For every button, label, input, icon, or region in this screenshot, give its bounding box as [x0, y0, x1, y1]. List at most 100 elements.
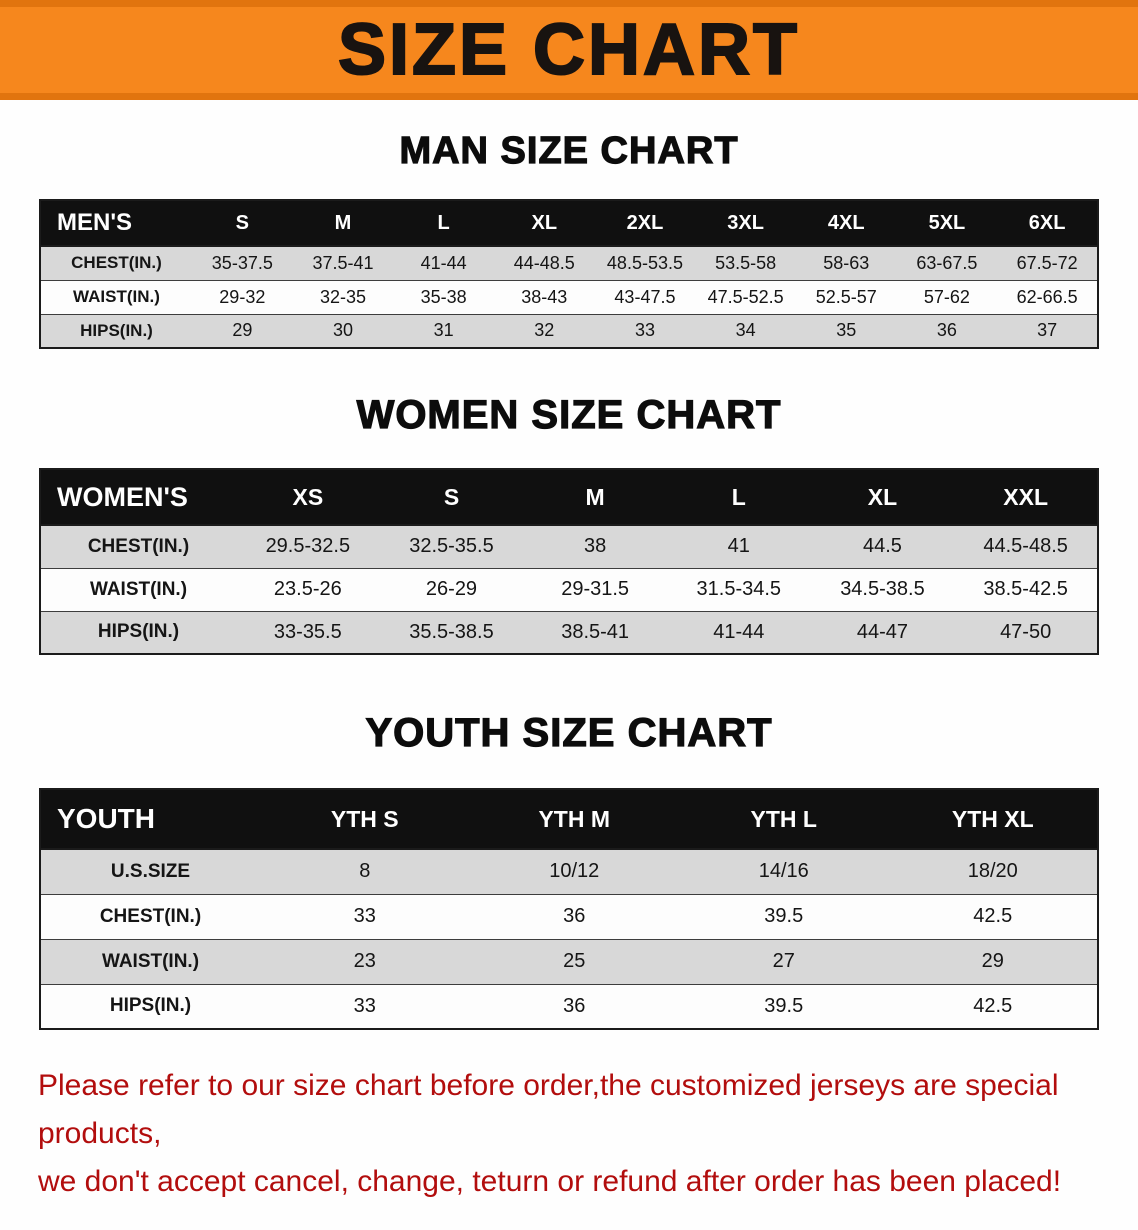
size-value-cell: 23.5-26: [236, 567, 380, 611]
size-column-header: M: [292, 200, 394, 247]
size-value-cell: 63-67.5: [896, 245, 998, 280]
table-corner-label: YOUTH: [40, 789, 260, 850]
size-column-header: XL: [493, 200, 595, 247]
size-value-cell: 39.5: [679, 983, 889, 1029]
table-row: WAIST(IN.) 23 25 27 29: [40, 938, 1098, 984]
size-value-cell: 39.5: [679, 893, 889, 939]
banner: SIZE CHART: [0, 0, 1138, 100]
size-value-cell: 31: [393, 313, 494, 348]
size-value-cell: 33-35.5: [236, 610, 380, 654]
size-value-cell: 23: [260, 938, 470, 984]
size-value-cell: 34.5-38.5: [810, 567, 955, 611]
size-column-header: YTH S: [260, 789, 470, 850]
size-value-cell: 14/16: [679, 848, 889, 894]
size-value-cell: 62-66.5: [997, 279, 1098, 314]
size-value-cell: 36: [469, 983, 679, 1029]
notice-line-1: Please refer to our size chart before or…: [38, 1069, 1059, 1150]
table-header-row: WOMEN'S XS S M L XL XXL: [40, 469, 1098, 526]
size-value-cell: 44.5-48.5: [954, 524, 1098, 568]
size-column-header: XL: [810, 469, 955, 526]
size-value-cell: 30: [292, 313, 394, 348]
size-column-header: S: [192, 200, 293, 247]
table-row: WAIST(IN.) 29-32 32-35 35-38 38-43 43-47.5 47.…: [40, 279, 1098, 314]
size-value-cell: 27: [679, 938, 889, 984]
youth-section-heading: YOUTH SIZE CHART: [365, 710, 773, 755]
size-value-cell: 33: [260, 893, 470, 939]
size-value-cell: 37: [997, 313, 1098, 348]
row-label: WAIST(IN.): [40, 279, 192, 314]
size-value-cell: 35-38: [393, 279, 494, 314]
table-header-row: YOUTH YTH S YTH M YTH L YTH XL: [40, 789, 1098, 850]
women-size-table: WOMEN'S XS S M L XL XXL CHEST(IN.) 29.5-32.5 32.5…: [39, 468, 1099, 655]
size-column-header: S: [379, 469, 524, 526]
men-section-heading: MAN SIZE CHART: [399, 129, 739, 172]
notice-line-2: we don't accept cancel, change, teturn o…: [38, 1165, 1062, 1198]
table-row: CHEST(IN.) 33 36 39.5 42.5: [40, 893, 1098, 939]
size-value-cell: 32.5-35.5: [379, 524, 524, 568]
size-column-header: YTH L: [679, 789, 889, 850]
size-value-cell: 32: [493, 313, 595, 348]
size-value-cell: 29: [192, 313, 293, 348]
size-value-cell: 48.5-53.5: [594, 245, 696, 280]
size-column-header: YTH XL: [888, 789, 1098, 850]
row-label: CHEST(IN.): [40, 245, 192, 280]
footer-notice: Please refer to our size chart before or…: [38, 1062, 1100, 1206]
size-value-cell: 18/20: [888, 848, 1098, 894]
size-value-cell: 44.5: [810, 524, 955, 568]
size-value-cell: 29.5-32.5: [236, 524, 380, 568]
size-value-cell: 35: [795, 313, 897, 348]
size-column-header: XXL: [954, 469, 1098, 526]
size-value-cell: 42.5: [888, 893, 1098, 939]
table-row: HIPS(IN.) 33-35.5 35.5-38.5 38.5-41 41-44 44-…: [40, 610, 1098, 654]
row-label: HIPS(IN.): [40, 610, 236, 654]
size-value-cell: 38.5-41: [523, 610, 667, 654]
youth-section: YOUTH SIZE CHART YOUTH YTH S YTH M YTH L YTH…: [0, 710, 1138, 1030]
size-value-cell: 41-44: [393, 245, 494, 280]
size-value-cell: 33: [594, 313, 696, 348]
table-row: HIPS(IN.) 29 30 31 32 33 34 35 36 37: [40, 313, 1098, 348]
page-title: SIZE CHART: [337, 10, 800, 90]
size-value-cell: 10/12: [469, 848, 679, 894]
size-value-cell: 26-29: [379, 567, 524, 611]
size-value-cell: 44-48.5: [493, 245, 595, 280]
size-value-cell: 35.5-38.5: [379, 610, 524, 654]
row-label: WAIST(IN.): [40, 567, 236, 611]
row-label: HIPS(IN.): [40, 313, 192, 348]
table-corner-label: WOMEN'S: [40, 469, 236, 526]
size-value-cell: 42.5: [888, 983, 1098, 1029]
table-row: U.S.SIZE 8 10/12 14/16 18/20: [40, 848, 1098, 894]
size-value-cell: 36: [896, 313, 998, 348]
women-section-heading: WOMEN SIZE CHART: [356, 392, 782, 437]
women-section: WOMEN SIZE CHART WOMEN'S XS S M L XL XXL CHEST(…: [0, 392, 1138, 655]
size-column-header: L: [393, 200, 494, 247]
size-column-header: 2XL: [594, 200, 696, 247]
size-value-cell: 8: [260, 848, 470, 894]
size-value-cell: 41-44: [666, 610, 811, 654]
row-label: HIPS(IN.): [40, 983, 260, 1029]
size-value-cell: 57-62: [896, 279, 998, 314]
size-value-cell: 38: [523, 524, 667, 568]
size-value-cell: 67.5-72: [997, 245, 1098, 280]
size-column-header: 5XL: [896, 200, 998, 247]
size-value-cell: 52.5-57: [795, 279, 897, 314]
size-value-cell: 34: [695, 313, 796, 348]
size-column-header: M: [523, 469, 667, 526]
size-value-cell: 32-35: [292, 279, 394, 314]
size-column-header: 3XL: [695, 200, 796, 247]
table-row: CHEST(IN.) 35-37.5 37.5-41 41-44 44-48.5 48.5…: [40, 245, 1098, 280]
row-label: U.S.SIZE: [40, 848, 260, 894]
youth-size-table: YOUTH YTH S YTH M YTH L YTH XL U.S.SIZE 8 10/12…: [39, 788, 1099, 1030]
size-value-cell: 41: [666, 524, 811, 568]
size-column-header: 4XL: [795, 200, 897, 247]
size-value-cell: 25: [469, 938, 679, 984]
table-corner-label: MEN'S: [40, 200, 192, 247]
size-value-cell: 33: [260, 983, 470, 1029]
row-label: CHEST(IN.): [40, 524, 236, 568]
size-column-header: 6XL: [997, 200, 1098, 247]
size-value-cell: 38-43: [493, 279, 595, 314]
size-value-cell: 53.5-58: [695, 245, 796, 280]
size-value-cell: 44-47: [810, 610, 955, 654]
size-value-cell: 29: [888, 938, 1098, 984]
size-value-cell: 47.5-52.5: [695, 279, 796, 314]
row-label: CHEST(IN.): [40, 893, 260, 939]
